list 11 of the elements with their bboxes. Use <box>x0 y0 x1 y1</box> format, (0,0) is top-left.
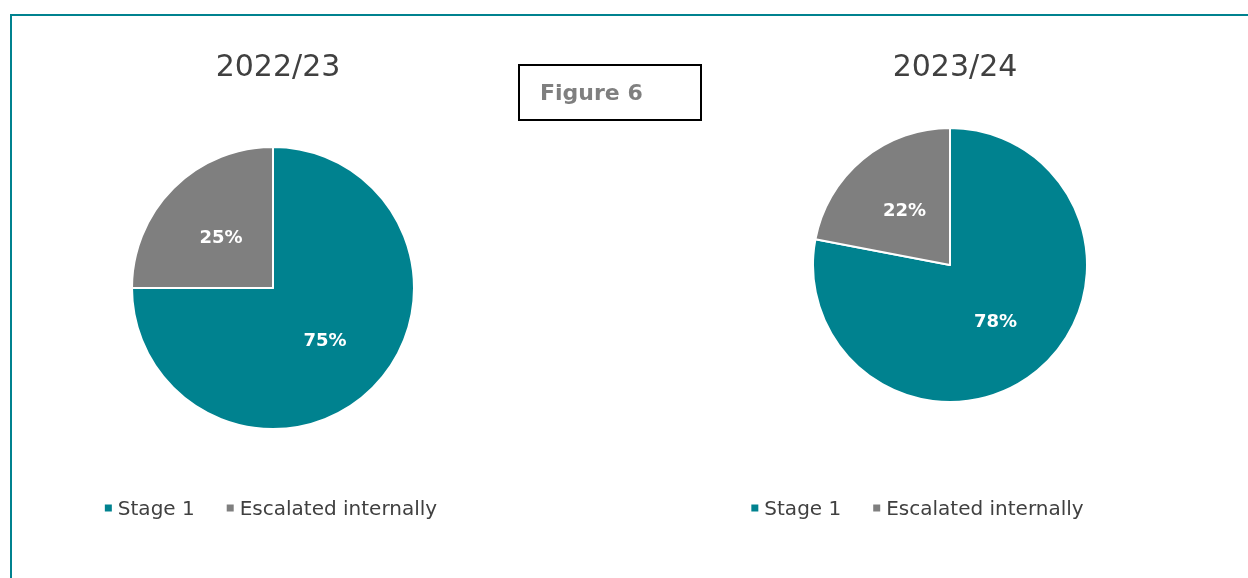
legend-label: Escalated internally <box>239 496 438 520</box>
chart-title: 2023/24 <box>892 47 1018 83</box>
data-label: 75% <box>303 329 347 351</box>
legend-label: Stage 1 <box>764 496 842 520</box>
caption: Figure 6 <box>518 64 702 121</box>
data-label: 22% <box>882 199 926 221</box>
data-label: 78% <box>974 309 1018 331</box>
chart-title: 2022/23 <box>215 47 341 83</box>
data-label: 25% <box>199 225 243 247</box>
legend-label: Stage 1 <box>117 496 195 520</box>
legend-label: Escalated internally <box>886 496 1084 520</box>
